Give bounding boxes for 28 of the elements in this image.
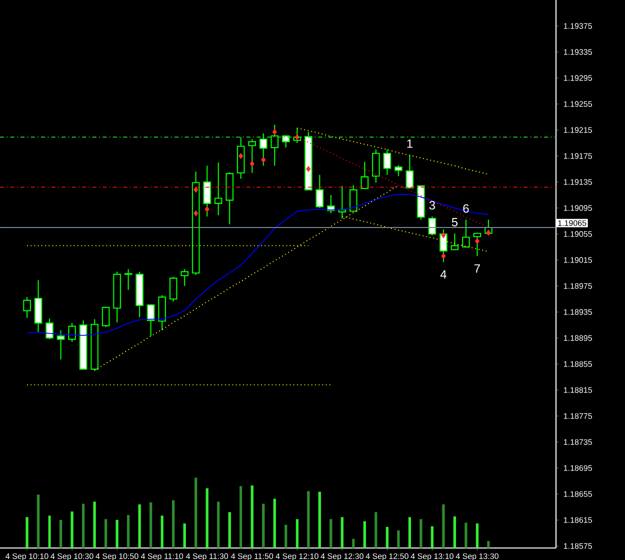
y-tick-label: 1.18935 [564,309,592,315]
y-tick-label: 1.18695 [564,465,592,471]
y-tick-label: 1.19015 [564,257,592,263]
y-tick-label: 1.19055 [564,231,592,237]
y-tick-label: 1.19135 [564,179,592,185]
annotation: 6 [463,204,469,213]
y-tick-label: 1.18775 [564,413,592,419]
y-tick-label: 1.18655 [564,491,592,497]
annotation: 7 [474,264,480,273]
y-tick-label: 1.18895 [564,335,592,341]
y-tick-label: 1.19335 [564,49,592,55]
y-tick-label: 1.19215 [564,127,592,133]
annotation: 4 [440,270,446,278]
y-tick-label: 1.18855 [564,361,592,367]
y-tick-label: 1.18735 [564,439,592,445]
y-tick-label: 1.19295 [564,75,592,81]
y-tick-label: 1.18615 [564,517,592,523]
y-tick-label: 1.18975 [564,283,592,289]
y-tick-label: 1.19375 [564,23,592,29]
y-tick-label: 1.18575 [564,543,592,549]
y-tick-label: 1.19095 [564,205,592,211]
annotation: 1 [407,140,412,148]
y-tick-label: 1.19175 [564,153,592,159]
annotation: 3 [429,201,436,210]
annotation: 5 [452,218,458,226]
y-tick-label: 1.19255 [564,101,592,107]
ref-line-label: 1.19065 [558,220,586,226]
y-tick-label: 1.18815 [564,387,592,393]
